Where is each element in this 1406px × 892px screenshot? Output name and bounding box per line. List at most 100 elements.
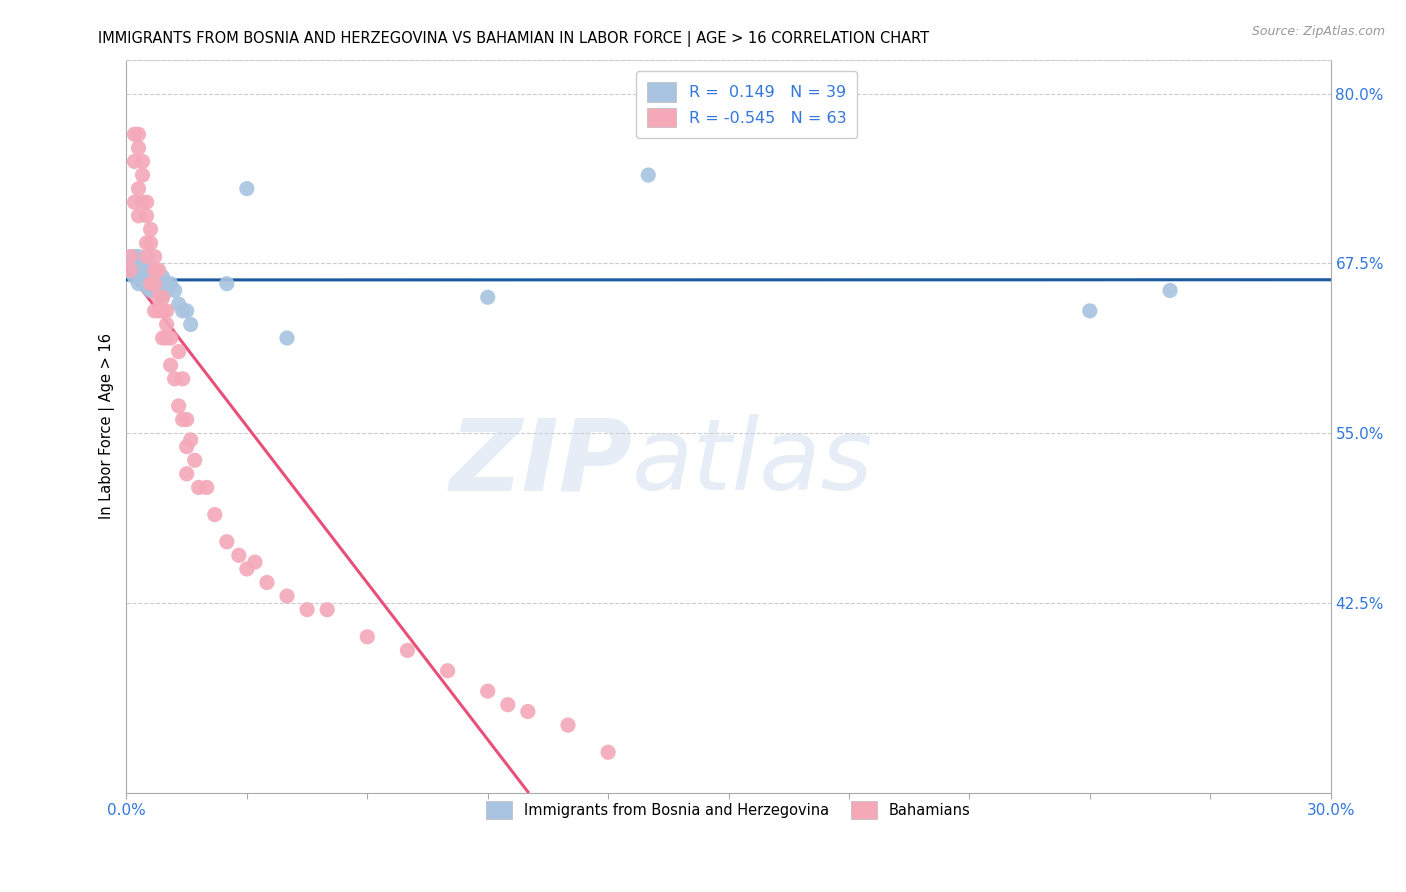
- Point: [215, 534, 238, 549]
- Point: [180, 318, 202, 332]
- Point: [135, 250, 157, 264]
- Point: [159, 277, 181, 291]
- Point: [148, 303, 170, 318]
- Point: [152, 290, 174, 304]
- Point: [187, 480, 209, 494]
- Point: [131, 154, 153, 169]
- Point: [159, 358, 181, 372]
- Point: [148, 277, 170, 291]
- Point: [131, 168, 153, 182]
- Point: [477, 290, 499, 304]
- Point: [316, 602, 339, 616]
- Point: [128, 250, 150, 264]
- Point: [477, 684, 499, 698]
- Point: [135, 209, 157, 223]
- Point: [167, 399, 190, 413]
- Point: [396, 643, 419, 657]
- Point: [143, 263, 166, 277]
- Point: [167, 297, 190, 311]
- Point: [172, 372, 194, 386]
- Point: [128, 128, 150, 142]
- Point: [128, 141, 150, 155]
- Point: [1078, 303, 1101, 318]
- Text: ZIP: ZIP: [449, 415, 633, 511]
- Point: [139, 269, 162, 284]
- Point: [143, 250, 166, 264]
- Point: [155, 318, 177, 332]
- Point: [163, 372, 186, 386]
- Point: [139, 222, 162, 236]
- Point: [1159, 284, 1181, 298]
- Legend: Immigrants from Bosnia and Herzegovina, Bahamians: Immigrants from Bosnia and Herzegovina, …: [479, 794, 979, 826]
- Point: [128, 277, 150, 291]
- Point: [155, 284, 177, 298]
- Point: [124, 128, 146, 142]
- Point: [436, 664, 458, 678]
- Point: [124, 250, 146, 264]
- Point: [167, 344, 190, 359]
- Point: [139, 277, 162, 291]
- Point: [180, 433, 202, 447]
- Point: [176, 412, 198, 426]
- Point: [163, 284, 186, 298]
- Point: [496, 698, 519, 712]
- Text: atlas: atlas: [633, 415, 875, 511]
- Point: [256, 575, 278, 590]
- Point: [143, 284, 166, 298]
- Point: [148, 263, 170, 277]
- Point: [143, 263, 166, 277]
- Point: [176, 467, 198, 481]
- Point: [152, 303, 174, 318]
- Point: [243, 555, 266, 569]
- Point: [215, 277, 238, 291]
- Point: [135, 266, 157, 280]
- Point: [131, 263, 153, 277]
- Text: IMMIGRANTS FROM BOSNIA AND HERZEGOVINA VS BAHAMIAN IN LABOR FORCE | AGE > 16 COR: IMMIGRANTS FROM BOSNIA AND HERZEGOVINA V…: [98, 31, 929, 47]
- Point: [131, 269, 153, 284]
- Point: [135, 277, 157, 291]
- Point: [120, 263, 142, 277]
- Point: [128, 263, 150, 277]
- Point: [183, 453, 205, 467]
- Point: [228, 549, 250, 563]
- Point: [128, 181, 150, 195]
- Point: [124, 154, 146, 169]
- Point: [139, 263, 162, 277]
- Point: [159, 331, 181, 345]
- Point: [172, 412, 194, 426]
- Point: [172, 303, 194, 318]
- Point: [143, 303, 166, 318]
- Point: [128, 209, 150, 223]
- Point: [120, 250, 142, 264]
- Text: Source: ZipAtlas.com: Source: ZipAtlas.com: [1251, 25, 1385, 38]
- Point: [176, 303, 198, 318]
- Point: [195, 480, 218, 494]
- Point: [135, 195, 157, 210]
- Point: [176, 440, 198, 454]
- Point: [139, 235, 162, 250]
- Point: [135, 263, 157, 277]
- Point: [148, 290, 170, 304]
- Point: [295, 602, 318, 616]
- Point: [276, 589, 298, 603]
- Point: [236, 181, 259, 195]
- Point: [155, 331, 177, 345]
- Point: [143, 277, 166, 291]
- Point: [148, 279, 170, 293]
- Point: [143, 269, 166, 284]
- Point: [637, 168, 659, 182]
- Point: [124, 269, 146, 284]
- Point: [155, 303, 177, 318]
- Y-axis label: In Labor Force | Age > 16: In Labor Force | Age > 16: [100, 334, 115, 519]
- Point: [557, 718, 579, 732]
- Point: [155, 277, 177, 291]
- Point: [135, 279, 157, 293]
- Point: [598, 745, 620, 759]
- Point: [152, 269, 174, 284]
- Point: [204, 508, 226, 522]
- Point: [135, 235, 157, 250]
- Point: [276, 331, 298, 345]
- Point: [131, 256, 153, 270]
- Point: [356, 630, 378, 644]
- Point: [236, 562, 259, 576]
